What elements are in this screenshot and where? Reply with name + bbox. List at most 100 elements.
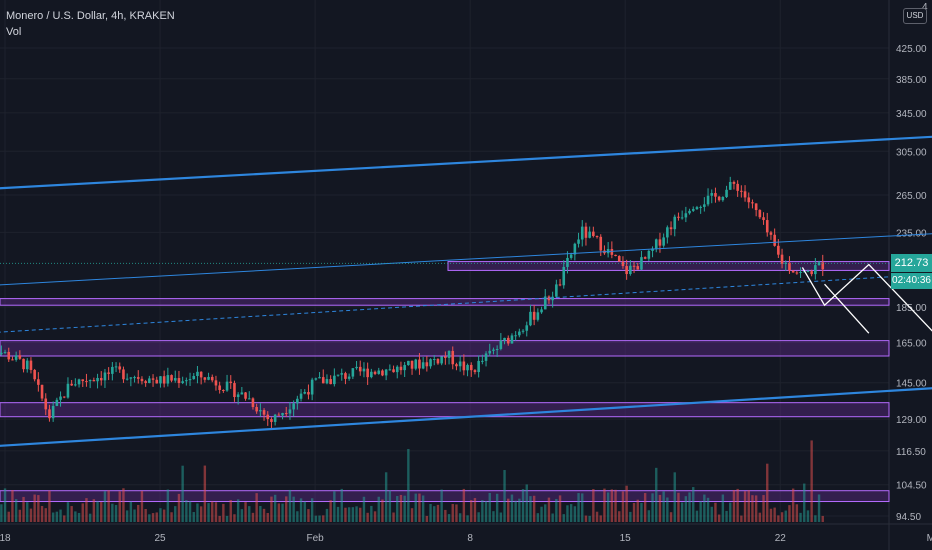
- candle-body: [166, 375, 170, 384]
- volume-bar: [248, 506, 251, 522]
- volume-bar: [425, 515, 429, 522]
- volume-bar: [466, 515, 469, 522]
- candle-body: [747, 197, 751, 203]
- volume-bar: [821, 515, 824, 522]
- candle-body: [103, 372, 107, 381]
- volume-bar: [185, 500, 188, 522]
- volume-bar: [392, 512, 395, 522]
- volume-bar: [492, 511, 495, 522]
- volume-bar: [170, 512, 173, 522]
- volume-bar: [729, 502, 732, 522]
- volume-bar: [588, 515, 591, 522]
- candle-body: [403, 365, 406, 371]
- channel-line: [0, 233, 932, 286]
- candle-body: [107, 372, 110, 374]
- candle-body: [399, 366, 403, 371]
- volume-bar: [614, 489, 617, 522]
- candle-body: [255, 407, 258, 412]
- volume-bar: [447, 514, 451, 522]
- volume-bar: [603, 488, 606, 522]
- y-tick-label: 145.00: [896, 379, 927, 390]
- candle-body: [662, 237, 665, 246]
- volume-bar: [11, 490, 14, 522]
- projection-path: [801, 263, 932, 332]
- candle-body: [125, 378, 129, 380]
- candle-body: [625, 266, 628, 275]
- candle-body: [203, 377, 207, 380]
- volume-bar: [381, 499, 384, 522]
- volume-bar: [640, 502, 643, 522]
- candle-body: [133, 377, 136, 379]
- candle-body: [392, 369, 395, 373]
- volume-bar: [196, 503, 199, 522]
- currency-button[interactable]: USD: [903, 8, 927, 24]
- candle-body: [503, 337, 506, 341]
- volume-bar: [643, 493, 647, 522]
- volume-bar: [166, 489, 170, 522]
- volume-bar: [377, 496, 380, 522]
- candle-body: [788, 262, 791, 271]
- candle-body: [155, 379, 159, 384]
- volume-bar: [714, 502, 717, 522]
- y-tick-label: 129.00: [896, 415, 927, 426]
- x-tick-label: Feb: [306, 533, 324, 544]
- volume-bar: [618, 511, 621, 522]
- candle-body: [440, 356, 443, 364]
- candle-body: [769, 232, 773, 235]
- candle-body: [455, 364, 458, 367]
- candle-body: [22, 358, 25, 370]
- y-tick-label: 265.00: [896, 191, 927, 202]
- volume-bar: [747, 490, 750, 522]
- volume-bar: [18, 509, 22, 522]
- volume-bar: [484, 500, 488, 522]
- y-tick-label: 305.00: [896, 147, 927, 158]
- candle-body: [259, 410, 262, 412]
- candle-body: [96, 378, 99, 382]
- volume-bar: [74, 511, 77, 522]
- candle-body: [784, 262, 788, 264]
- volume-bar: [48, 490, 51, 522]
- candle-body: [340, 373, 344, 375]
- volume-bar: [307, 509, 310, 522]
- candle-body: [355, 366, 358, 369]
- candle-body: [114, 366, 118, 368]
- candle-body: [62, 396, 66, 398]
- candle-body: [736, 183, 739, 191]
- volume-bar: [388, 490, 392, 522]
- candle-body: [551, 296, 554, 301]
- volume-bar: [555, 498, 558, 522]
- volume-bar: [218, 515, 221, 522]
- candle-body: [469, 364, 473, 371]
- x-tick-label: 25: [154, 533, 166, 544]
- volume-bar: [421, 495, 425, 522]
- volume-bar: [562, 514, 565, 522]
- volume-bar: [725, 510, 728, 522]
- candle-body: [429, 359, 432, 367]
- volume-bar: [285, 496, 288, 522]
- y-tick-label: 165.00: [896, 339, 927, 350]
- candle-body: [51, 405, 55, 419]
- candle-body: [654, 239, 658, 249]
- y-tick-label: 425.00: [896, 44, 927, 55]
- candle-body: [333, 375, 336, 385]
- volume-bar: [355, 506, 358, 522]
- candle-body: [136, 377, 140, 379]
- y-tick-label: 385.00: [896, 75, 927, 86]
- volume-bar: [418, 493, 421, 522]
- candle-body: [780, 254, 784, 264]
- volume-bar: [314, 515, 318, 522]
- volume-bar: [373, 511, 377, 522]
- volume-bar: [0, 504, 3, 522]
- volume-bar: [159, 508, 162, 522]
- candle-body: [236, 394, 240, 398]
- candle-body: [647, 250, 651, 259]
- volume-bar: [85, 498, 88, 522]
- candle-body: [40, 384, 44, 399]
- candle-body: [25, 360, 29, 370]
- volume-bar: [211, 501, 214, 522]
- volume-bar: [458, 513, 462, 522]
- volume-bar: [655, 467, 658, 522]
- candle-body: [129, 377, 133, 379]
- volume-bar: [273, 494, 277, 522]
